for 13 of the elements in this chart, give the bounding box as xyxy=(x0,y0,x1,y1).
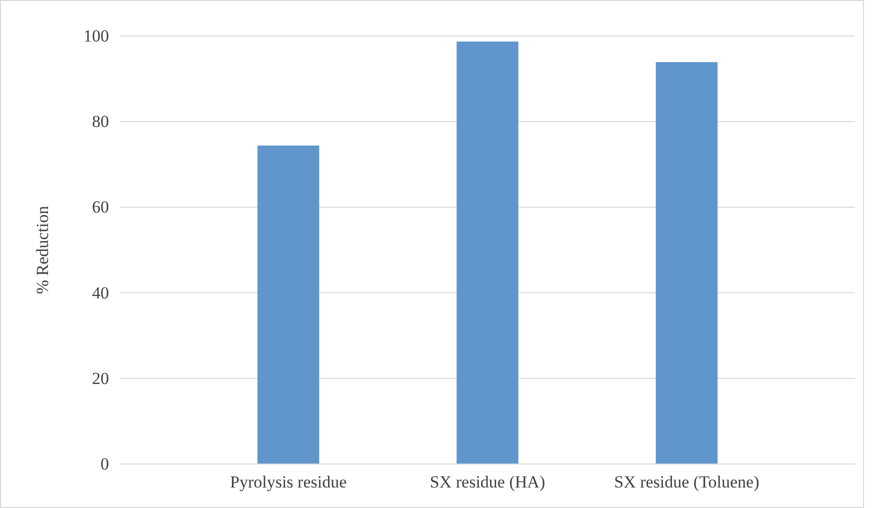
y-axis-title: % Reduction xyxy=(33,205,52,294)
x-tick-label: SX residue (HA) xyxy=(430,472,546,492)
y-tick-label: 60 xyxy=(92,198,109,217)
y-tick-label: 0 xyxy=(100,454,109,474)
y-tick-label: 80 xyxy=(92,112,109,132)
y-tick-label: 20 xyxy=(92,368,109,388)
bar xyxy=(257,146,320,464)
y-tick-label: 100 xyxy=(84,26,109,46)
bar xyxy=(456,42,518,464)
bar xyxy=(656,62,718,464)
x-tick-label: Pyrolysis residue xyxy=(230,472,347,492)
y-tick-label: 40 xyxy=(92,283,109,302)
x-tick-label: SX residue (Toluene) xyxy=(614,472,760,492)
